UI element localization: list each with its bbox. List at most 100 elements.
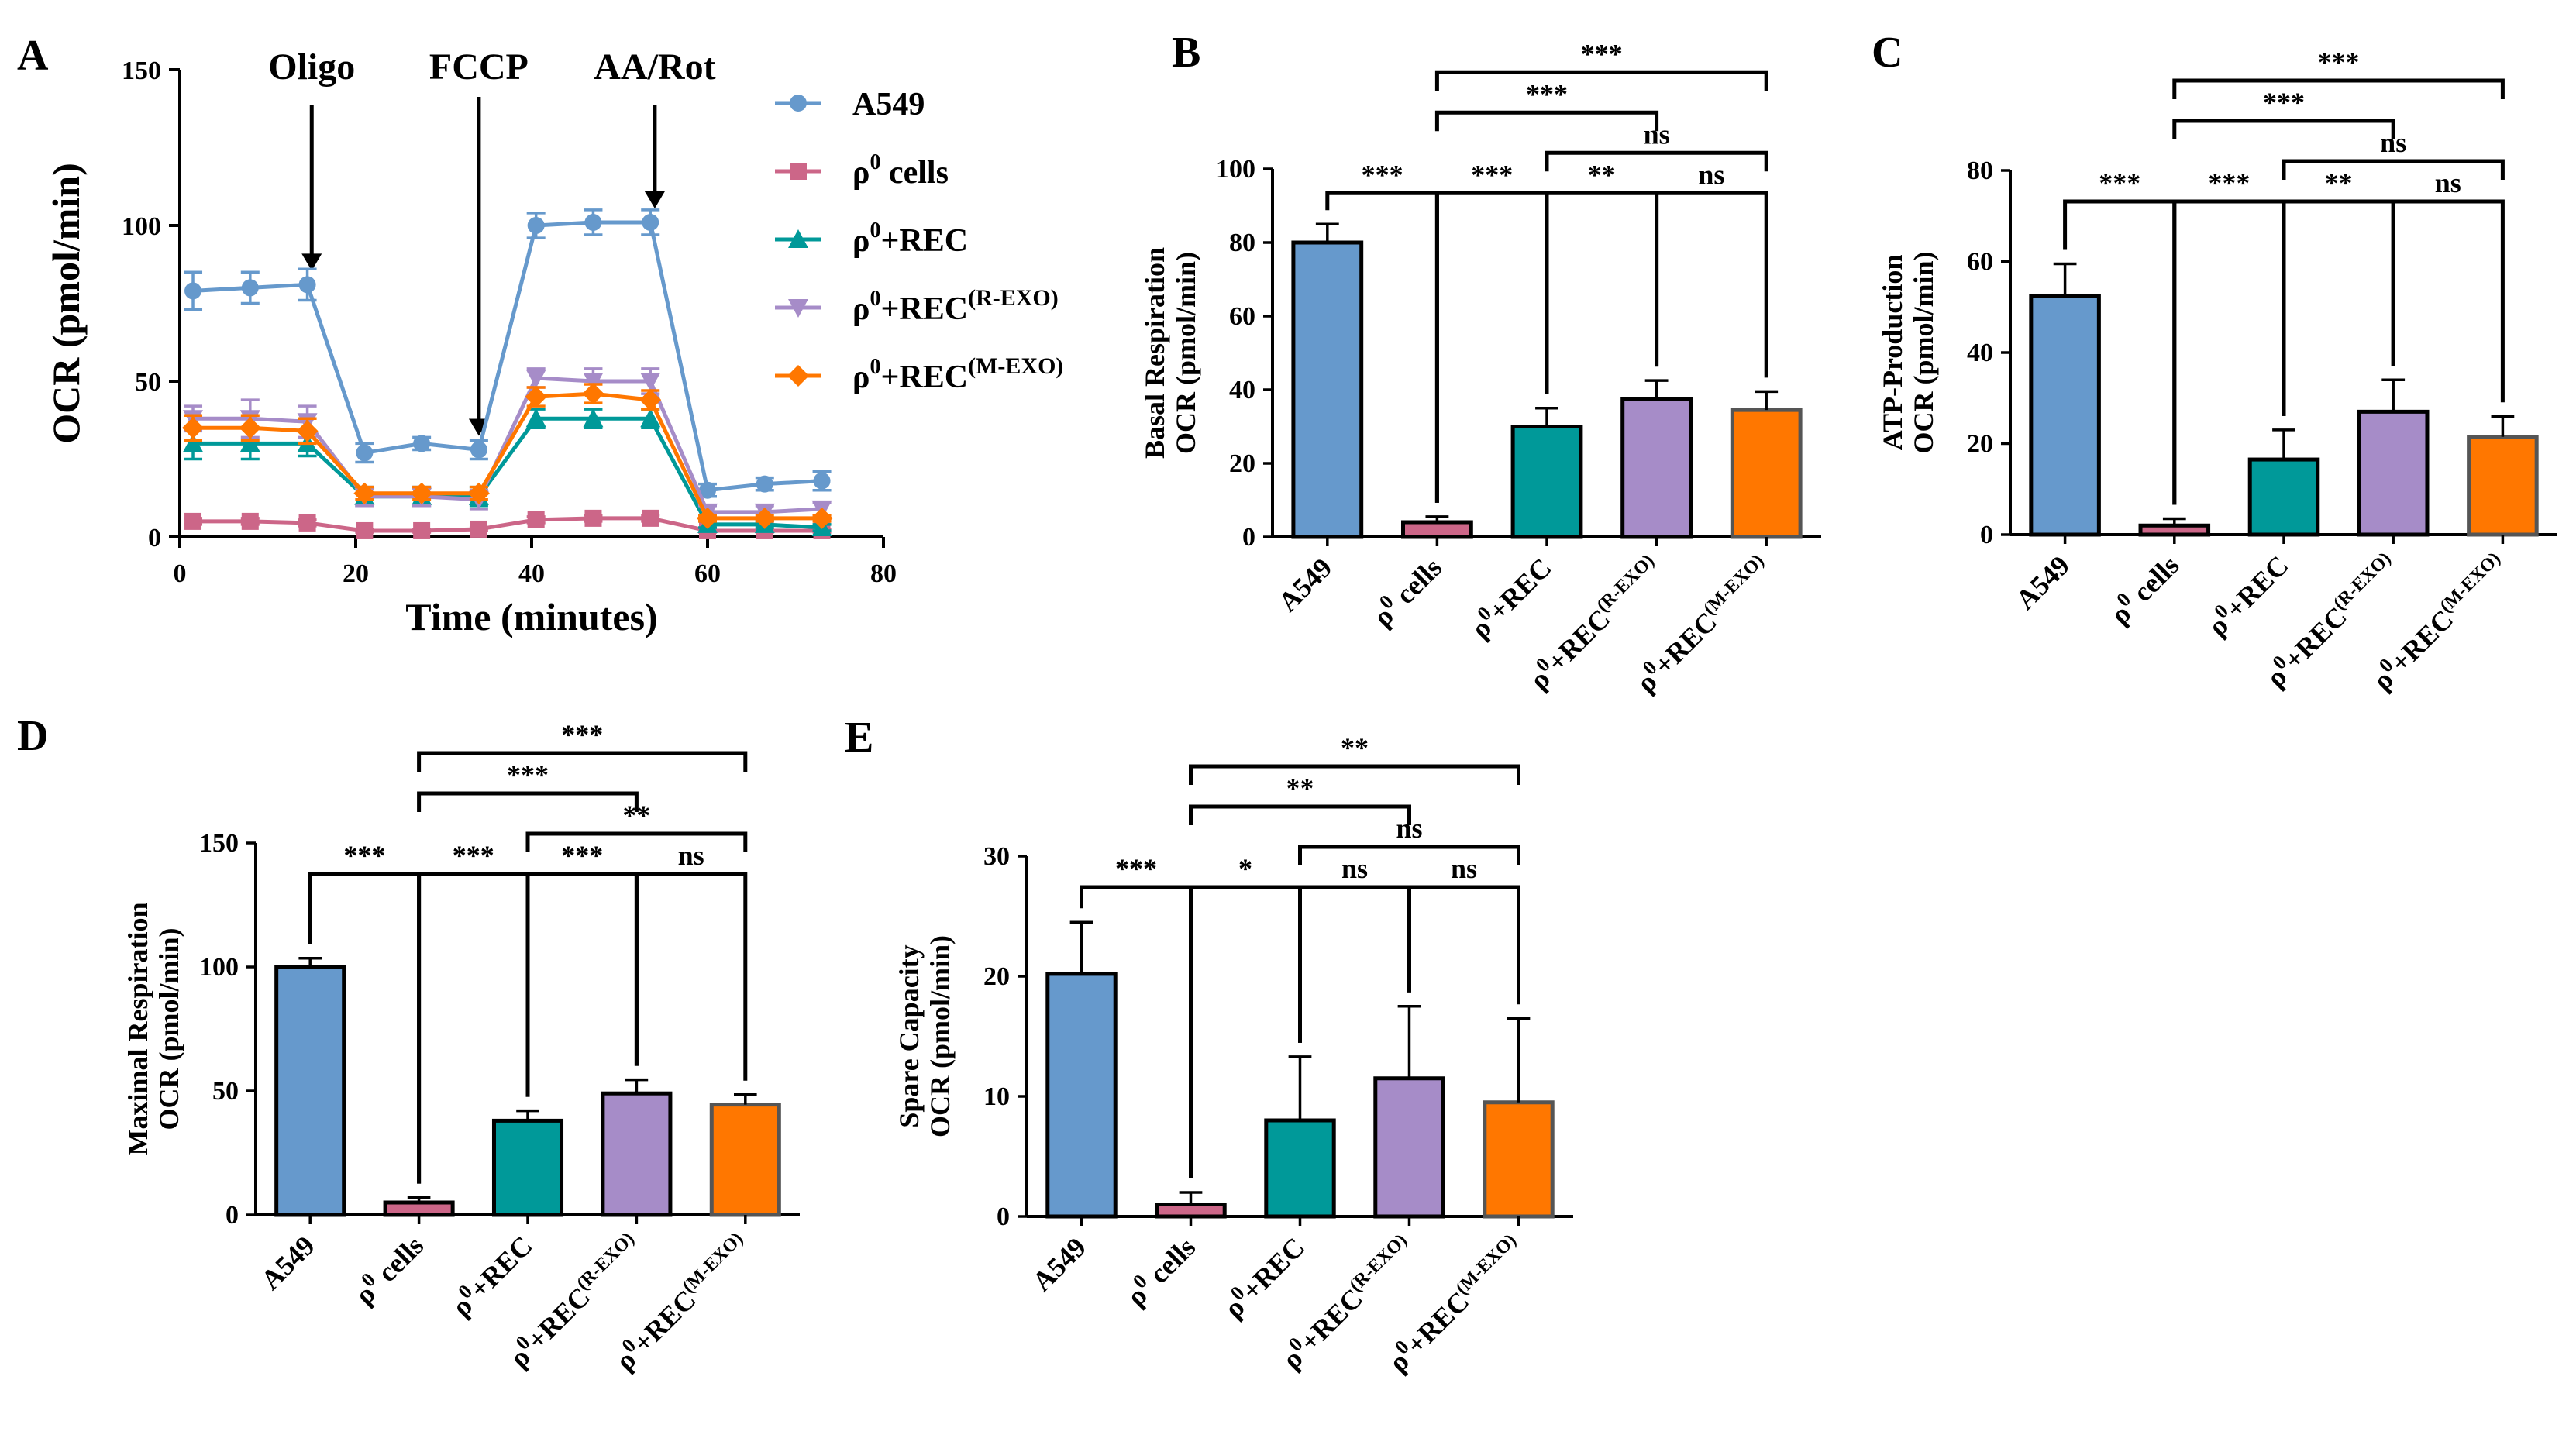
panel-letter: A — [17, 32, 49, 80]
y-tick-label: 20 — [1229, 449, 1255, 478]
bar-A549 — [1291, 240, 1364, 539]
treatment-arrowhead — [644, 191, 665, 208]
panel-a: A 0 50 100 150 0 20 40 60 80 Time (minutes) OCR (pm… — [17, 32, 1063, 638]
data-point — [527, 217, 545, 234]
significance-label: *** — [507, 759, 549, 790]
y-axis-title-line1: Maximal Respiration — [122, 903, 153, 1156]
bar-rho0_cells — [2138, 523, 2211, 537]
category-label: ρ0 cells — [1118, 1229, 1201, 1313]
y-tick-label: 20 — [1967, 430, 1993, 459]
bracket-line — [1655, 191, 1768, 378]
bar-rho0_REC_M_EXO — [1483, 1100, 1555, 1219]
bar-rho0_REC_M_EXO — [709, 1103, 781, 1217]
series-rho0_REC_M_EXO — [182, 383, 833, 529]
data-point — [527, 511, 545, 528]
legend-marker — [788, 299, 808, 318]
y-axis-title-line1: Basal Respiration — [1139, 247, 1170, 459]
significance-label: *** — [561, 719, 603, 750]
data-point — [353, 482, 376, 504]
data-point — [470, 441, 487, 459]
treatment-label: AA/Rot — [594, 46, 715, 88]
panel-letter: C — [1872, 29, 1903, 77]
category-label: ρ0 cells — [2102, 547, 2185, 631]
category-label: A549 — [2009, 549, 2075, 615]
data-point — [525, 386, 547, 408]
data-point — [525, 408, 546, 428]
panel-letter: D — [17, 712, 48, 760]
data-point — [411, 482, 433, 504]
data-point — [642, 213, 659, 231]
category-label: A549 — [1273, 552, 1338, 618]
significance-label: ns — [1341, 853, 1368, 884]
significance-label: *** — [2263, 87, 2305, 118]
x-tick-label: 0 — [174, 559, 187, 588]
category-label: A549 — [255, 1230, 321, 1295]
bracket-line — [1189, 764, 1520, 785]
series-line — [193, 376, 822, 514]
bar-A549 — [274, 965, 346, 1217]
category-label: ρ0+REC — [1462, 549, 1558, 645]
data-point — [583, 408, 604, 428]
data-point — [183, 433, 204, 452]
legend-marker — [788, 229, 808, 248]
data-point — [525, 369, 546, 388]
data-point — [413, 521, 431, 539]
bracket-line — [1545, 191, 1659, 394]
data-point — [296, 420, 319, 442]
bracket-line — [1189, 804, 1411, 825]
panel-d: D 0 50 100 150 Maximal Respiration OCR (pmol/m… — [17, 712, 800, 1376]
y-tick-label: 50 — [212, 1077, 239, 1106]
y-tick-label: 100 — [122, 212, 161, 241]
data-point — [699, 481, 716, 499]
significance-bracket: *** — [2172, 87, 2395, 139]
significance-label: *** — [1362, 159, 1403, 190]
legend-label: ρ0+REC(R-EXO) — [852, 285, 1059, 327]
data-point — [640, 373, 661, 391]
significance-label: ** — [1341, 732, 1369, 763]
y-tick-label: 30 — [983, 842, 1010, 871]
significance-bracket: ns — [1545, 119, 1768, 172]
significance-bracket: ns — [2282, 127, 2505, 180]
treatment-arrowhead — [301, 253, 322, 271]
y-tick-label: 40 — [1967, 339, 1993, 367]
y-tick-label: 0 — [997, 1203, 1010, 1231]
bar-A549 — [1045, 972, 1118, 1219]
data-point — [467, 482, 490, 504]
legend-label: ρ0+REC(M-EXO) — [852, 353, 1063, 395]
y-tick-label: 60 — [1229, 302, 1255, 331]
series-line — [193, 416, 822, 530]
bar-rho0_REC — [1510, 425, 1583, 539]
data-point — [639, 389, 662, 411]
bar-rho0_REC_R_EXO — [601, 1091, 673, 1217]
significance-bracket: ** — [1189, 772, 1411, 825]
legend-label: ρ0 cells — [852, 150, 949, 191]
significance-label: *** — [2318, 46, 2360, 77]
y-tick-label: 80 — [1229, 229, 1255, 257]
data-point — [241, 512, 259, 530]
data-point — [413, 435, 431, 452]
y-axis-title: OCR (pmol/min) — [44, 163, 88, 444]
bar-rho0_REC — [491, 1118, 564, 1217]
y-tick-label: 150 — [199, 829, 239, 858]
data-point — [182, 417, 205, 439]
data-point — [582, 383, 604, 405]
bracket-line — [2282, 199, 2395, 416]
data-point — [697, 507, 718, 529]
significance-label: *** — [1471, 159, 1513, 190]
significance-label: ** — [1286, 772, 1314, 803]
significance-label: ns — [2435, 167, 2461, 198]
significance-label: ns — [1451, 853, 1477, 884]
bracket-line — [2172, 119, 2395, 139]
bar-rho0_REC_M_EXO — [2467, 435, 2539, 537]
treatment-label: Oligo — [268, 46, 355, 88]
significance-label: *** — [2099, 167, 2140, 198]
significance-label: *** — [561, 840, 603, 871]
legend-marker — [790, 95, 807, 112]
y-tick-label: 100 — [199, 953, 239, 982]
y-tick-label: 0 — [226, 1201, 239, 1230]
bracket-line — [2172, 78, 2505, 99]
bar-rho0_REC — [1264, 1118, 1336, 1219]
treatment-label: FCCP — [429, 46, 529, 88]
y-tick-label: 40 — [1229, 376, 1255, 404]
